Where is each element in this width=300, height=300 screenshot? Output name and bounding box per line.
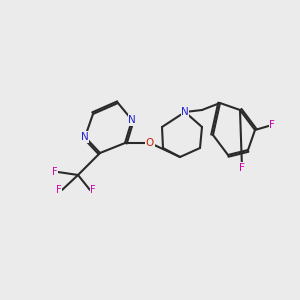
Text: F: F	[239, 163, 245, 173]
Text: F: F	[269, 120, 275, 130]
Text: N: N	[128, 115, 136, 125]
Text: N: N	[81, 132, 89, 142]
Text: F: F	[52, 167, 58, 177]
Text: O: O	[146, 138, 154, 148]
Text: N: N	[181, 107, 189, 117]
Text: F: F	[56, 185, 62, 195]
Text: F: F	[90, 185, 96, 195]
